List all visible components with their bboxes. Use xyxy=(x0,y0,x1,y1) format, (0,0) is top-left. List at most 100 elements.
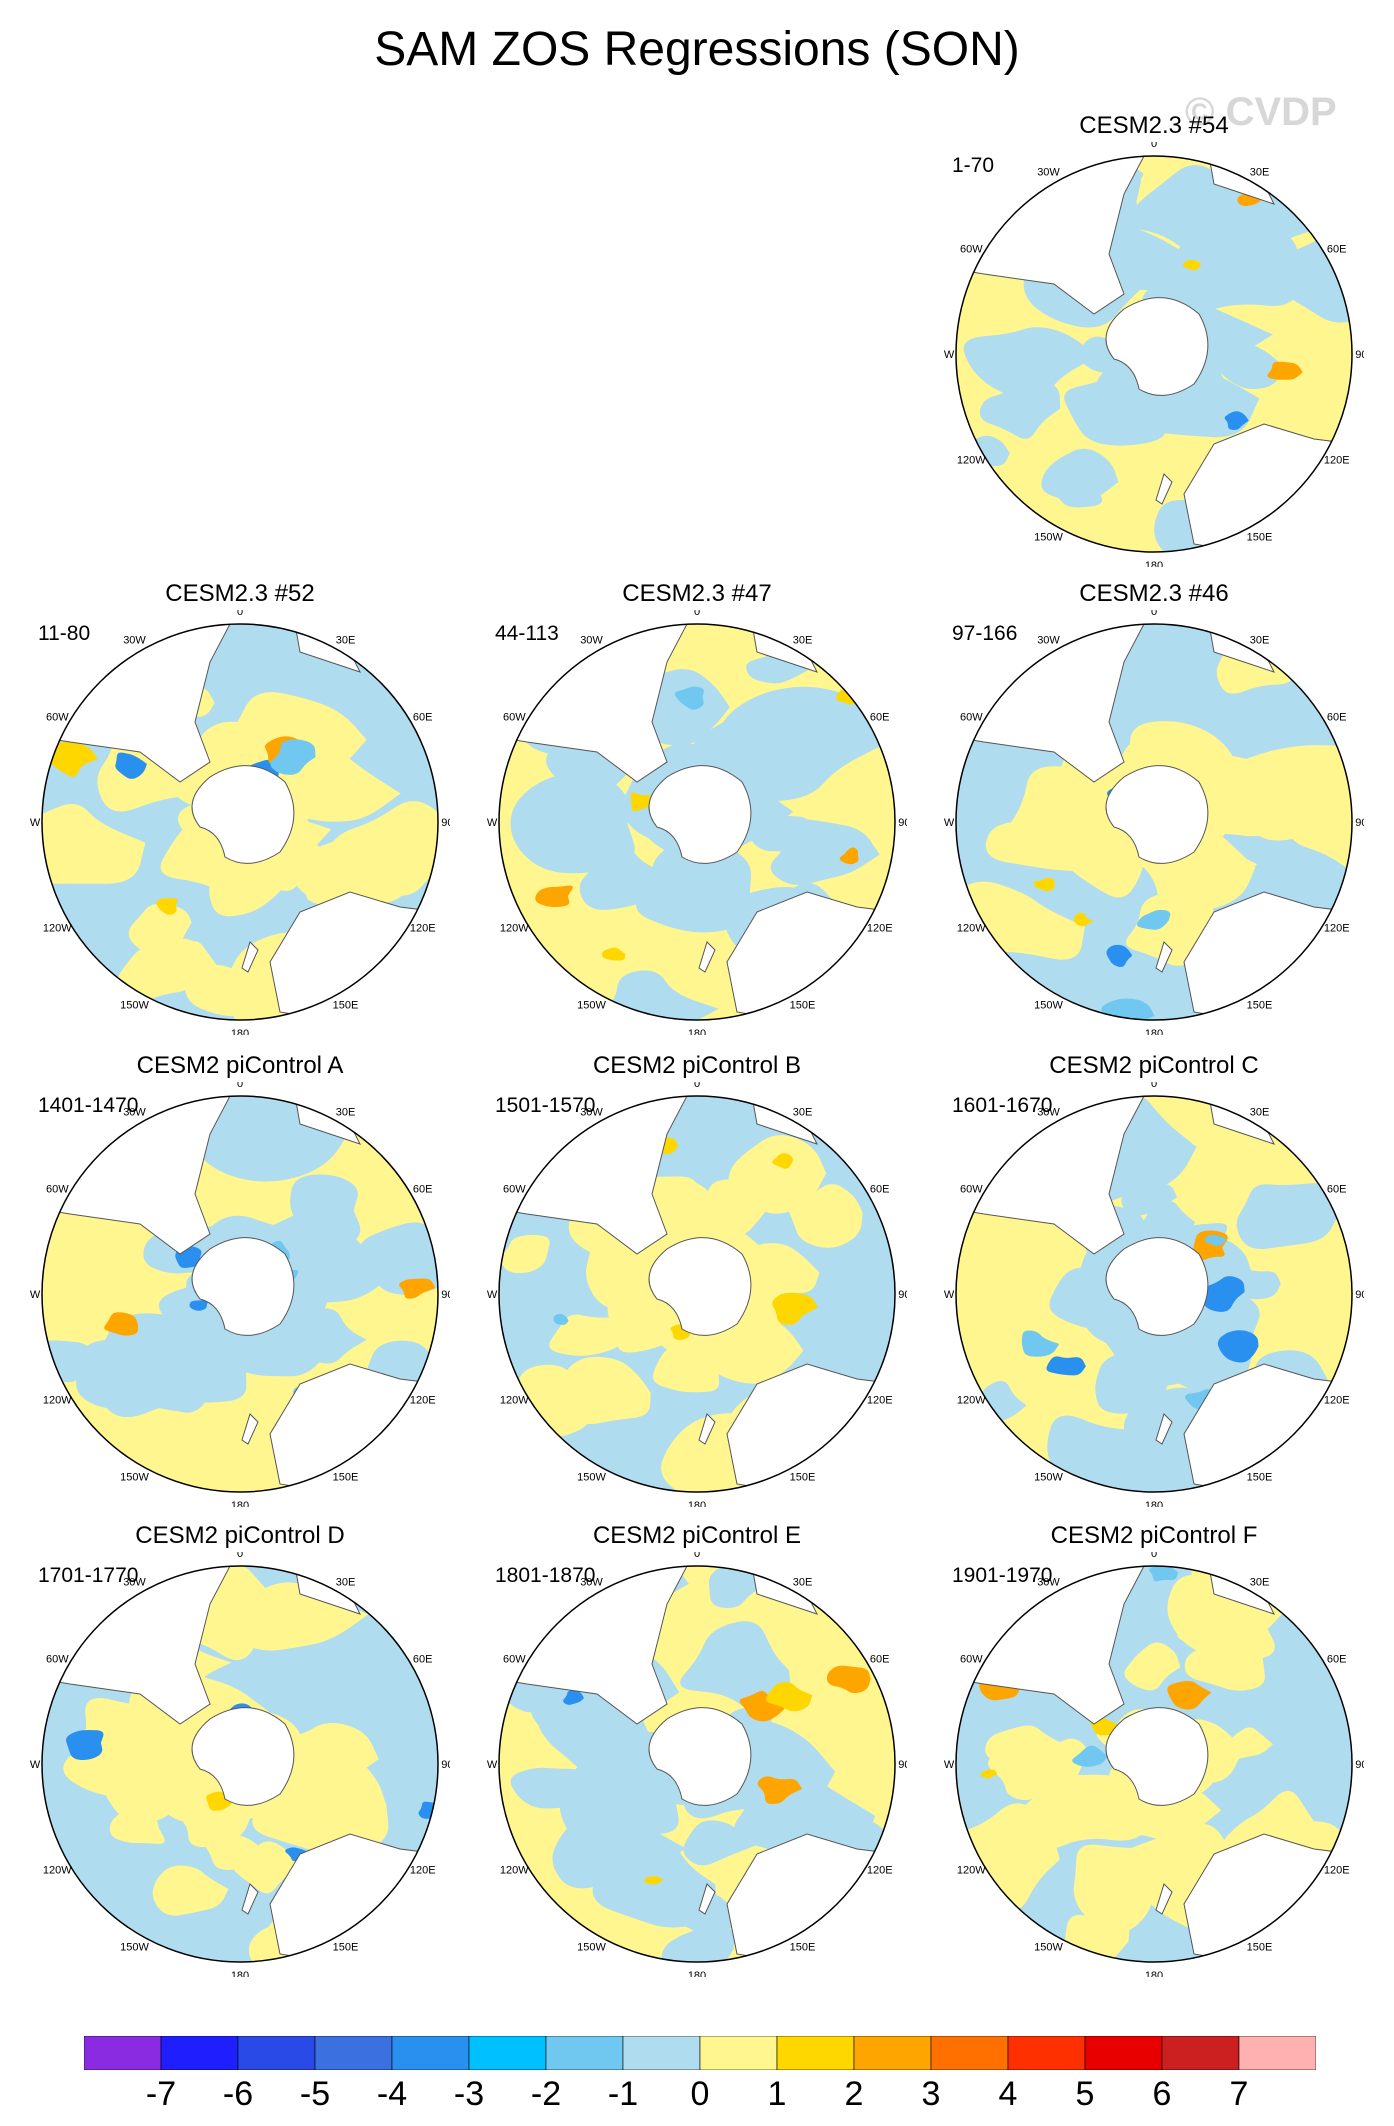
longitude-label: 180 xyxy=(231,1028,249,1035)
longitude-label: 60E xyxy=(1327,244,1347,256)
longitude-label: 0 xyxy=(694,610,700,618)
longitude-label: 60W xyxy=(960,712,983,724)
polar-map: 0 30E 60E 90E 120E 150E 180 150W 120W 90W 60W 30W xyxy=(30,1082,450,1507)
strong-anomaly xyxy=(980,1769,998,1779)
longitude-label: 120W xyxy=(500,923,529,935)
anomaly-region xyxy=(1267,230,1352,323)
colorbar-swatch xyxy=(314,2036,393,2070)
strong-anomaly xyxy=(1033,877,1055,892)
strong-anomaly xyxy=(1224,411,1249,431)
panel-title: CESM2 piControl B xyxy=(592,1052,802,1079)
strong-anomaly xyxy=(601,947,626,961)
longitude-label: 120E xyxy=(410,923,436,935)
longitude-label: 60W xyxy=(503,712,526,724)
longitude-label: 120W xyxy=(957,455,986,467)
colorbar-label: -1 xyxy=(607,2075,639,2113)
anomaly-region xyxy=(1135,1445,1198,1492)
new-zealand xyxy=(1155,1883,1173,1915)
longitude-label: 30E xyxy=(336,634,356,646)
colorbar-swatch xyxy=(1161,2036,1240,2070)
longitude-label: 60W xyxy=(46,1654,69,1666)
longitude-label: 90E xyxy=(1355,349,1364,361)
anomaly-region xyxy=(1121,1182,1178,1216)
strong-anomaly xyxy=(189,1299,209,1311)
map-border xyxy=(955,1095,1353,1493)
anomaly-region xyxy=(728,1135,827,1214)
antarctica xyxy=(648,1237,752,1336)
longitude-label: 90W xyxy=(944,1759,955,1771)
anomaly-region xyxy=(987,1747,1059,1801)
anomaly-region xyxy=(579,843,670,910)
longitude-label: 150W xyxy=(1034,1000,1063,1012)
longitude-label: 30E xyxy=(793,1106,813,1118)
map-border xyxy=(955,155,1353,553)
colorbar-swatch xyxy=(237,2036,316,2070)
longitude-label: 150E xyxy=(790,1942,816,1954)
longitude-label: 90W xyxy=(487,817,498,829)
colorbar-swatch xyxy=(622,2036,701,2070)
anomaly-region xyxy=(1041,448,1119,506)
regression-field xyxy=(956,1096,1352,1492)
longitude-label: 60E xyxy=(413,1184,433,1196)
longitude-label: 0 xyxy=(694,1082,700,1090)
longitude-label: 150E xyxy=(1247,1472,1273,1484)
colorbar-label: -3 xyxy=(453,2075,485,2113)
anomaly-region xyxy=(173,1314,238,1362)
panel-title: CESM2 piControl C xyxy=(1049,1052,1259,1079)
longitude-label: 180 xyxy=(688,1970,706,1977)
longitude-label: 60E xyxy=(870,1654,890,1666)
longitude-label: 30W xyxy=(580,1576,603,1588)
longitude-label: 0 xyxy=(1151,1082,1157,1090)
longitude-label: 120W xyxy=(43,1395,72,1407)
longitude-label: 150E xyxy=(790,1472,816,1484)
map-panel: CESM2.3 #46 97-166 0 30E 60E 90E 120E 150E 180 15… xyxy=(944,580,1364,1035)
longitude-label: 0 xyxy=(237,1082,243,1090)
colorbar-label: -7 xyxy=(145,2075,177,2113)
longitude-label: 150E xyxy=(1247,1000,1273,1012)
strong-anomaly xyxy=(1106,944,1133,968)
colorbar-label: 3 xyxy=(921,2075,941,2113)
anomaly-region xyxy=(979,378,1061,439)
cvdp-watermark: © CVDP xyxy=(1185,90,1337,134)
panel-title: CESM2 piControl F xyxy=(1050,1522,1258,1549)
longitude-label: 150W xyxy=(577,1472,606,1484)
polar-map: 0 30E 60E 90E 120E 150E 180 150W 120W 90W 60W 30W xyxy=(487,610,907,1035)
longitude-label: 90W xyxy=(944,1289,955,1301)
longitude-label: 120E xyxy=(1324,923,1350,935)
anomaly-region xyxy=(1095,1352,1168,1414)
longitude-label: 60W xyxy=(503,1654,526,1666)
regression-field xyxy=(42,1096,438,1492)
longitude-label: 90W xyxy=(487,1759,498,1771)
colorbar-swatch xyxy=(699,2036,778,2070)
new-zealand xyxy=(241,1883,259,1915)
regression-field xyxy=(42,1566,438,1962)
panel-title: CESM2.3 #54 xyxy=(1079,112,1229,139)
antarctica xyxy=(1105,1237,1209,1336)
longitude-label: 150W xyxy=(120,1942,149,1954)
regression-field xyxy=(956,156,1352,552)
panel-years: 11-80 xyxy=(38,622,91,645)
longitude-label: 30E xyxy=(1250,634,1270,646)
longitude-label: 30W xyxy=(580,1106,603,1118)
longitude-label: 150E xyxy=(1247,532,1273,544)
longitude-label: 150E xyxy=(333,1472,359,1484)
longitude-label: 120W xyxy=(957,1395,986,1407)
longitude-label: 0 xyxy=(237,610,243,618)
longitude-label: 120E xyxy=(410,1395,436,1407)
antarctica xyxy=(1105,765,1209,864)
regression-field xyxy=(42,624,438,1020)
strong-anomaly xyxy=(1200,1276,1245,1312)
longitude-label: 90E xyxy=(441,1759,450,1771)
longitude-label: 120W xyxy=(43,923,72,935)
longitude-label: 60W xyxy=(960,1654,983,1666)
panel-years: 1-70 xyxy=(952,154,995,177)
strong-anomaly xyxy=(739,1690,788,1722)
strong-anomaly xyxy=(772,1292,818,1325)
map-panel: CESM2.3 #47 44-113 0 30E 60E 90E 120E 150E 180 15… xyxy=(487,580,907,1035)
polar-map: 0 30E 60E 90E 120E 150E 180 150W 120W 90W 60W 30W xyxy=(30,1552,450,1977)
longitude-label: 180 xyxy=(688,1028,706,1035)
polar-map: 0 30E 60E 90E 120E 150E 180 150W 120W 90W 60W 30W xyxy=(30,610,450,1035)
longitude-label: 120E xyxy=(1324,1865,1350,1877)
strong-anomaly xyxy=(674,686,704,710)
regression-field xyxy=(956,624,1352,1020)
